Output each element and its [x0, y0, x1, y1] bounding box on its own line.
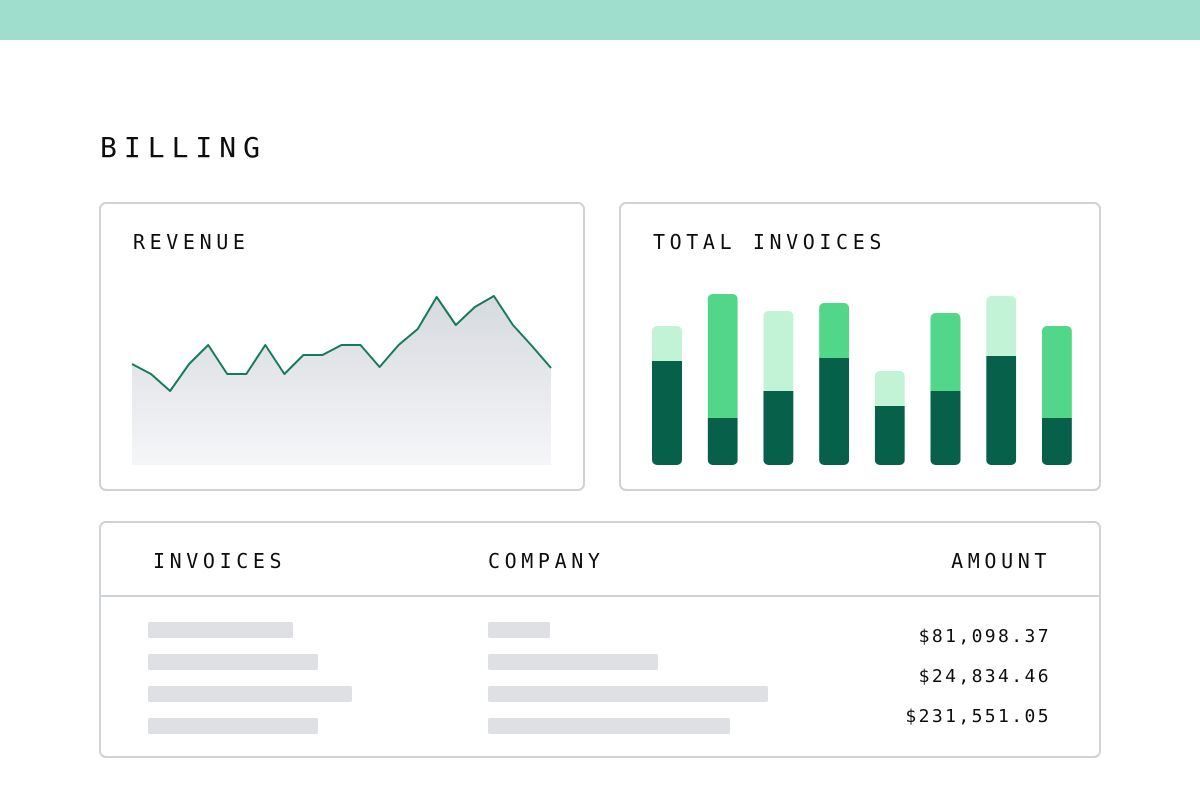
company-placeholder: [488, 686, 768, 702]
invoices-bar-chart: [652, 294, 1072, 465]
column-header-company[interactable]: COMPANY: [488, 549, 605, 573]
amount-value: $81,098.37: [918, 626, 1051, 647]
invoice-bar: [652, 326, 682, 465]
total-invoices-card: TOTAL INVOICES: [619, 202, 1101, 491]
total-invoices-title: TOTAL INVOICES: [653, 230, 886, 254]
invoice-bar: [986, 296, 1017, 465]
company-placeholder: [488, 622, 550, 638]
invoice-bar: [819, 303, 850, 465]
invoice-placeholder: [148, 718, 318, 734]
revenue-card: REVENUE: [99, 202, 585, 491]
invoice-bar: [763, 311, 794, 465]
invoice-bar: [930, 313, 961, 465]
invoice-bar: [707, 294, 738, 465]
invoices-table: INVOICES COMPANY AMOUNT $81,098.37 $24,8…: [99, 521, 1101, 758]
revenue-area-chart: [131, 295, 552, 465]
company-placeholder: [488, 654, 658, 670]
invoice-bar: [874, 371, 905, 465]
amount-value: $231,551.05: [905, 706, 1051, 727]
page-title: BILLING: [100, 131, 268, 164]
revenue-area-fill: [132, 296, 551, 465]
revenue-title: REVENUE: [133, 230, 250, 254]
invoice-placeholder: [148, 654, 318, 670]
company-placeholder: [488, 718, 730, 734]
invoice-placeholder: [148, 686, 352, 702]
table-header: INVOICES COMPANY AMOUNT: [101, 523, 1099, 597]
revenue-line: [131, 295, 552, 392]
column-header-amount[interactable]: AMOUNT: [951, 549, 1051, 573]
amount-value: $24,834.46: [918, 666, 1051, 687]
invoice-placeholder: [148, 622, 293, 638]
top-accent-band: [0, 0, 1200, 40]
invoice-bar: [1041, 326, 1072, 465]
column-header-invoices[interactable]: INVOICES: [153, 549, 287, 573]
